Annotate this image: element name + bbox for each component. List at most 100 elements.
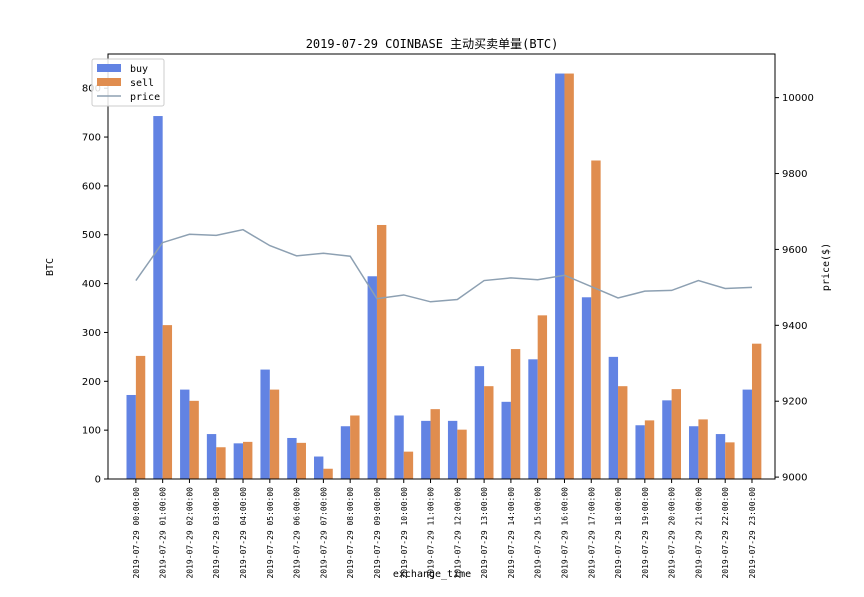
bar-sell bbox=[510, 349, 521, 479]
x-axis: 2019-07-29 00:00:00 2019-07-29 01:00:00 20… bbox=[132, 479, 757, 579]
bar-sell bbox=[269, 389, 280, 479]
x-tick-label: 2019-07-29 00:00:00 bbox=[132, 487, 141, 579]
bar-sell bbox=[671, 389, 681, 479]
bar-buy bbox=[206, 434, 217, 479]
bar-buy bbox=[367, 276, 377, 479]
x-tick-label: 2019-07-29 06:00:00 bbox=[293, 487, 302, 579]
bar-buy bbox=[180, 389, 190, 479]
price-line bbox=[135, 228, 753, 303]
x-tick-label: 2019-07-29 21:00:00 bbox=[694, 487, 703, 579]
bar-buy bbox=[662, 400, 672, 479]
bar-sell bbox=[644, 420, 655, 479]
x-tick-label: 2019-07-29 04:00:00 bbox=[239, 487, 248, 579]
bar-buy bbox=[287, 437, 297, 479]
bar-sell bbox=[457, 429, 467, 479]
y2-tick-label: 9800 bbox=[782, 169, 807, 180]
bar-buy bbox=[447, 420, 458, 479]
bar-sell bbox=[484, 386, 494, 479]
x-axis-title: exchange_time bbox=[393, 569, 471, 580]
y-tick-label: 700 bbox=[82, 133, 101, 144]
bar-buy bbox=[126, 394, 136, 479]
bar-buy bbox=[501, 401, 511, 479]
right-axis: 9000 9200 9400 9600 9800 10000 bbox=[775, 93, 814, 484]
bar-buy bbox=[340, 426, 351, 479]
y-tick-label: 200 bbox=[82, 377, 101, 388]
x-tick-label: 2019-07-29 03:00:00 bbox=[212, 487, 221, 579]
legend-label-price: price bbox=[130, 92, 160, 103]
bar-buy bbox=[635, 425, 645, 479]
bar-sell bbox=[350, 415, 360, 479]
x-tick-label: 2019-07-29 22:00:00 bbox=[721, 487, 730, 579]
chart-title: 2019-07-29 COINBASE 主动买卖单量(BTC) bbox=[306, 37, 559, 51]
y-axis-title: BTC bbox=[45, 258, 56, 276]
x-tick-label: 2019-07-29 02:00:00 bbox=[185, 487, 194, 579]
bar-sell bbox=[135, 355, 146, 479]
x-tick-label: 2019-07-29 16:00:00 bbox=[560, 487, 569, 579]
x-tick-label: 2019-07-29 11:00:00 bbox=[427, 487, 436, 579]
bar-sell bbox=[376, 224, 387, 479]
y2-tick-label: 9600 bbox=[782, 245, 807, 256]
bar-sell bbox=[323, 468, 333, 479]
x-tick-label: 2019-07-29 10:00:00 bbox=[400, 487, 409, 579]
y2-tick-label: 9000 bbox=[782, 473, 807, 484]
x-tick-label: 2019-07-29 05:00:00 bbox=[266, 487, 275, 579]
legend: buy sell price bbox=[91, 58, 165, 107]
x-tick-label: 2019-07-29 09:00:00 bbox=[373, 487, 382, 579]
bar-sell bbox=[430, 409, 440, 479]
legend-label-buy: buy bbox=[130, 64, 148, 75]
y-tick-label: 600 bbox=[82, 181, 101, 192]
bar-sell bbox=[537, 315, 548, 479]
bar-buy bbox=[528, 359, 538, 479]
bar-sell bbox=[403, 451, 414, 479]
bar-sell bbox=[189, 400, 199, 479]
bar-buy bbox=[394, 415, 404, 479]
bars-layer bbox=[126, 73, 762, 480]
y2-axis-title: price($) bbox=[821, 243, 832, 291]
bar-buy bbox=[474, 366, 485, 479]
legend-label-sell: sell bbox=[130, 78, 154, 89]
x-tick-label: 2019-07-29 20:00:00 bbox=[668, 487, 677, 579]
x-tick-label: 2019-07-29 14:00:00 bbox=[507, 487, 516, 579]
plot-frame bbox=[107, 53, 776, 480]
x-tick-label: 2019-07-29 17:00:00 bbox=[587, 487, 596, 579]
bar-buy bbox=[421, 420, 431, 479]
bar-sell bbox=[162, 325, 173, 479]
x-tick-label: 2019-07-29 08:00:00 bbox=[346, 487, 355, 579]
left-axis: 0 100 200 300 400 500 600 700 800 bbox=[82, 84, 108, 486]
y2-tick-label: 9200 bbox=[782, 397, 807, 408]
bar-sell bbox=[296, 442, 306, 479]
bar-sell bbox=[243, 441, 253, 479]
y-tick-label: 0 bbox=[95, 475, 101, 486]
x-tick-label: 2019-07-29 13:00:00 bbox=[480, 487, 489, 579]
y-tick-label: 300 bbox=[82, 328, 101, 339]
bar-buy bbox=[715, 434, 726, 479]
bar-buy bbox=[608, 356, 619, 479]
x-tick-label: 2019-07-29 01:00:00 bbox=[159, 487, 168, 579]
bar-sell bbox=[698, 419, 708, 479]
price-layer bbox=[135, 228, 753, 303]
y-tick-label: 800 bbox=[82, 84, 101, 95]
y2-tick-label: 10000 bbox=[782, 93, 814, 104]
legend-swatch-buy bbox=[97, 64, 121, 72]
bar-buy bbox=[260, 369, 270, 479]
bar-sell bbox=[591, 160, 601, 480]
x-tick-label: 2019-07-29 18:00:00 bbox=[614, 487, 623, 579]
x-tick-label: 2019-07-29 19:00:00 bbox=[641, 487, 650, 579]
x-tick-label: 2019-07-29 07:00:00 bbox=[319, 487, 328, 579]
bar-buy bbox=[581, 297, 592, 479]
bar-sell bbox=[618, 386, 628, 479]
bar-buy bbox=[153, 116, 163, 479]
bar-sell bbox=[216, 447, 226, 479]
y-tick-label: 100 bbox=[82, 426, 101, 437]
y2-tick-label: 9400 bbox=[782, 321, 807, 332]
bar-buy bbox=[689, 426, 699, 479]
bar-buy bbox=[233, 443, 244, 479]
bar-sell bbox=[725, 442, 735, 479]
bar-sell bbox=[751, 343, 762, 479]
legend-swatch-sell bbox=[97, 78, 121, 86]
y-tick-label: 400 bbox=[82, 279, 101, 290]
x-tick-label: 2019-07-29 15:00:00 bbox=[534, 487, 543, 579]
y-tick-label: 500 bbox=[82, 230, 101, 241]
bar-buy bbox=[742, 389, 752, 479]
